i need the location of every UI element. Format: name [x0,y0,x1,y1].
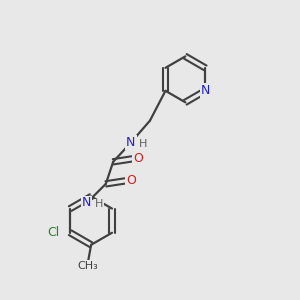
Text: N: N [200,84,210,97]
Text: N: N [126,136,136,149]
Text: O: O [133,152,143,165]
Text: H: H [139,139,147,149]
Text: O: O [126,174,136,188]
Text: CH₃: CH₃ [78,261,98,271]
Text: Cl: Cl [48,226,60,239]
Text: H: H [95,200,103,209]
Text: N: N [82,196,92,209]
